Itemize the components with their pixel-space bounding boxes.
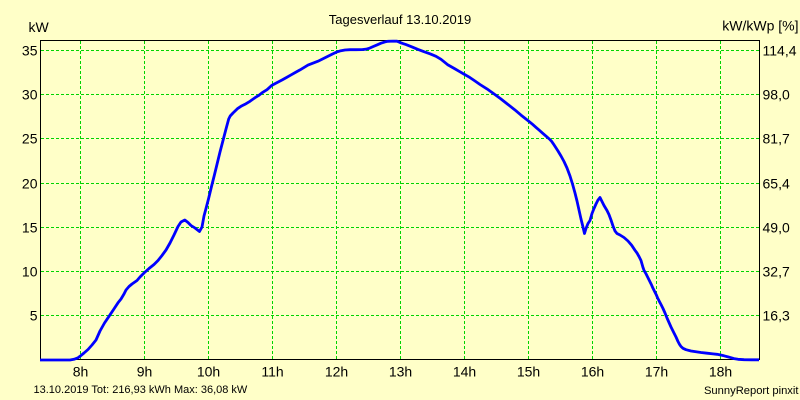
svg-text:18h: 18h <box>709 364 732 380</box>
svg-text:65,4: 65,4 <box>763 176 790 192</box>
svg-text:kW/kWp [%]: kW/kWp [%] <box>722 18 798 34</box>
svg-text:15: 15 <box>22 220 38 236</box>
svg-text:SunnyReport pinxit: SunnyReport pinxit <box>704 385 799 397</box>
svg-text:114,4: 114,4 <box>763 43 797 59</box>
svg-text:49,0: 49,0 <box>763 220 790 236</box>
svg-text:9h: 9h <box>137 364 153 380</box>
svg-text:kW: kW <box>29 19 50 35</box>
svg-text:35: 35 <box>22 43 38 59</box>
svg-text:11h: 11h <box>261 364 283 380</box>
svg-text:Tagesverlauf 13.10.2019: Tagesverlauf 13.10.2019 <box>329 12 471 27</box>
svg-text:16,3: 16,3 <box>763 308 790 324</box>
svg-text:81,7: 81,7 <box>763 131 790 147</box>
svg-text:98,0: 98,0 <box>763 87 790 103</box>
svg-text:20: 20 <box>22 176 38 192</box>
svg-text:14h: 14h <box>453 364 476 380</box>
svg-text:8h: 8h <box>73 364 89 380</box>
svg-text:5: 5 <box>30 308 38 324</box>
svg-text:32,7: 32,7 <box>763 264 790 280</box>
svg-text:25: 25 <box>22 131 38 147</box>
svg-text:13.10.2019 Tot: 216,93 kWh Max: 13.10.2019 Tot: 216,93 kWh Max: 36,08 kW <box>34 384 248 396</box>
svg-text:17h: 17h <box>645 364 668 380</box>
svg-text:12h: 12h <box>325 364 348 380</box>
svg-text:13h: 13h <box>389 364 412 380</box>
svg-text:16h: 16h <box>581 364 604 380</box>
svg-text:15h: 15h <box>517 364 540 380</box>
svg-text:10: 10 <box>22 264 38 280</box>
svg-text:10h: 10h <box>197 364 220 380</box>
svg-text:30: 30 <box>22 87 38 103</box>
